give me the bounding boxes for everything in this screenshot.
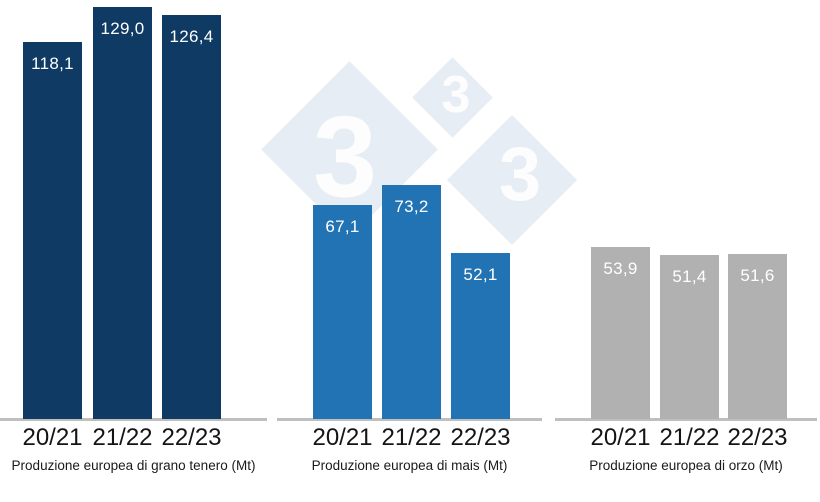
- watermark-three-large-icon: 3: [313, 92, 377, 221]
- x-tick-label: 22/23: [450, 424, 511, 451]
- x-axis-line: [555, 418, 817, 421]
- bar-value-label: 51,6: [740, 266, 775, 285]
- group-caption: Produzione europea di grano tenero (Mt): [11, 458, 256, 473]
- bar-value-label: 129,0: [100, 19, 145, 38]
- x-tick-label: 22/23: [727, 424, 788, 451]
- x-tick-label: 21/22: [659, 424, 720, 451]
- group-caption: Produzione europea di mais (Mt): [311, 458, 508, 473]
- x-tick-label: 21/22: [92, 424, 153, 451]
- bar-value-label: 53,9: [603, 259, 638, 278]
- bar-produzione-europea-di-orzo-mt-22-23: 51,6: [728, 254, 787, 419]
- watermark-three-bottom-right-icon: 3: [498, 132, 542, 217]
- bar-produzione-europea-di-mais-mt-21-22: 73,2: [382, 185, 441, 419]
- bar-produzione-europea-di-grano-tenero-mt-22-23: 126,4: [162, 15, 221, 419]
- x-tick-label: 20/21: [22, 424, 83, 451]
- bar-produzione-europea-di-grano-tenero-mt-21-22: 129,0: [93, 7, 152, 419]
- bar-produzione-europea-di-orzo-mt-21-22: 51,4: [660, 255, 719, 419]
- x-axis-line: [277, 418, 542, 421]
- x-tick-label: 20/21: [590, 424, 651, 451]
- group-caption: Produzione europea di orzo (Mt): [589, 458, 783, 473]
- x-tick-label: 22/23: [161, 424, 222, 451]
- x-tick-label: 21/22: [381, 424, 442, 451]
- bar-produzione-europea-di-grano-tenero-mt-20-21: 118,1: [23, 42, 82, 419]
- bar-value-label: 118,1: [31, 54, 74, 73]
- bar-value-label: 67,1: [325, 217, 360, 236]
- x-tick-label: 20/21: [312, 424, 373, 451]
- bar-produzione-europea-di-orzo-mt-20-21: 53,9: [591, 247, 650, 419]
- watermark-three-top-right-icon: 3: [441, 66, 471, 124]
- bar-value-label: 52,1: [463, 265, 498, 284]
- x-axis-line: [0, 418, 267, 421]
- bar-produzione-europea-di-mais-mt-20-21: 67,1: [313, 205, 372, 419]
- bar-value-label: 126,4: [169, 27, 214, 46]
- bar-value-label: 51,4: [672, 267, 707, 286]
- bar-value-label: 73,2: [394, 197, 429, 216]
- bar-produzione-europea-di-mais-mt-22-23: 52,1: [451, 253, 510, 419]
